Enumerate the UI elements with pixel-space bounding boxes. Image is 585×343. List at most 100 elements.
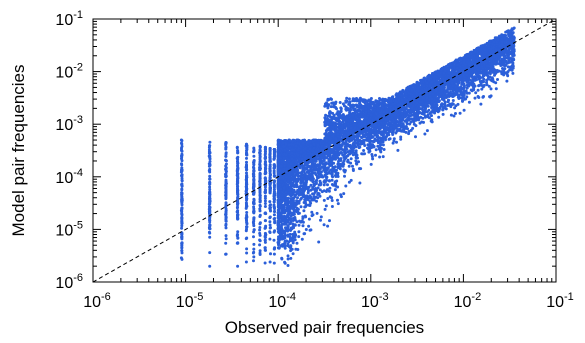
scatter-point (224, 222, 228, 226)
scatter-point (268, 171, 272, 175)
scatter-point (236, 179, 240, 182)
scatter-point (449, 113, 453, 117)
scatter-point (339, 193, 343, 197)
scatter-point (245, 152, 248, 156)
scatter-point (263, 150, 267, 154)
scatter-point (396, 148, 400, 152)
scatter-point (180, 245, 184, 249)
scatter-point (351, 169, 355, 172)
scatter-point (293, 238, 297, 242)
scatter-point (224, 195, 228, 199)
scatter-point (258, 222, 262, 226)
scatter-point (252, 255, 256, 259)
scatter-point (399, 135, 403, 139)
scatter-point (224, 219, 228, 223)
scatter-point (180, 199, 184, 203)
scatter-point (252, 230, 256, 234)
scatter-point (290, 238, 294, 242)
scatter-point (252, 160, 256, 164)
scatter-point (245, 156, 248, 160)
scatter-point (441, 112, 445, 116)
scatter-point (258, 203, 262, 207)
scatter-point (224, 237, 228, 241)
scatter-point (245, 202, 248, 206)
scatter-point (272, 171, 276, 175)
scatter-point (180, 159, 184, 163)
scatter-point (208, 210, 212, 214)
scatter-point (272, 193, 276, 197)
scatter-point (244, 260, 248, 264)
scatter-point (180, 188, 184, 192)
scatter-point (252, 163, 256, 167)
scatter-point (245, 213, 249, 217)
scatter-point (263, 167, 267, 171)
scatter-point (263, 236, 267, 239)
scatter-point (208, 185, 212, 189)
scatter-point (437, 115, 441, 119)
scatter-point (179, 138, 183, 142)
scatter-point (224, 159, 228, 163)
scatter-point (236, 196, 240, 200)
scatter-point (263, 194, 267, 198)
scatter-point (268, 204, 272, 208)
scatter-point (236, 230, 240, 234)
scatter-point (268, 147, 272, 150)
scatter-point (349, 157, 353, 161)
scatter-point (482, 83, 486, 87)
scatter-point (263, 180, 267, 184)
scatter-point (301, 224, 305, 228)
scatter-point (263, 202, 267, 205)
scatter-point (245, 211, 249, 214)
scatter-point (236, 236, 240, 240)
scatter-point (208, 220, 212, 224)
scatter-point (180, 249, 184, 252)
scatter-point (263, 161, 267, 165)
scatter-point (272, 190, 276, 194)
scatter-point (245, 142, 248, 146)
scatter-point (180, 178, 184, 182)
scatter-point (252, 175, 256, 179)
scatter-point (208, 182, 212, 186)
scatter-point (208, 195, 212, 198)
scatter-point (272, 165, 276, 169)
scatter-point (268, 220, 272, 224)
scatter-point (278, 232, 282, 236)
scatter-point (245, 160, 248, 164)
scatter-point (252, 207, 256, 211)
scatter-point (322, 183, 326, 187)
scatter-point (180, 220, 184, 224)
scatter-point (252, 185, 256, 189)
scatter-point (224, 146, 228, 150)
scatter-point (268, 200, 272, 204)
scatter-point (236, 233, 240, 237)
scatter-point (297, 223, 301, 227)
scatter-point (207, 230, 211, 234)
scatter-point (268, 157, 272, 161)
scatter-point (224, 164, 228, 168)
scatter-point (263, 205, 267, 208)
scatter-point (291, 181, 295, 185)
scatter-point (245, 220, 249, 224)
scatter-point (236, 264, 240, 268)
scatter-point (465, 91, 469, 95)
scatter-point (208, 174, 212, 178)
scatter-point (284, 222, 288, 226)
scatter-point (180, 212, 184, 216)
scatter-point (236, 215, 240, 219)
scatter-point (224, 211, 228, 215)
scatter-point (268, 206, 272, 210)
scatter-point (272, 174, 276, 178)
scatter-point (245, 187, 248, 190)
scatter-point (263, 238, 267, 242)
scatter-point (245, 165, 248, 169)
scatter-point (236, 205, 239, 209)
scatter-point (236, 157, 240, 161)
scatter-point (272, 238, 276, 242)
scatter-point (179, 170, 183, 174)
scatter-point (369, 162, 373, 166)
scatter-point (272, 210, 276, 213)
scatter-point (236, 155, 240, 159)
scatter-point (479, 102, 483, 106)
scatter-point (258, 209, 262, 213)
scatter-point (286, 234, 290, 238)
